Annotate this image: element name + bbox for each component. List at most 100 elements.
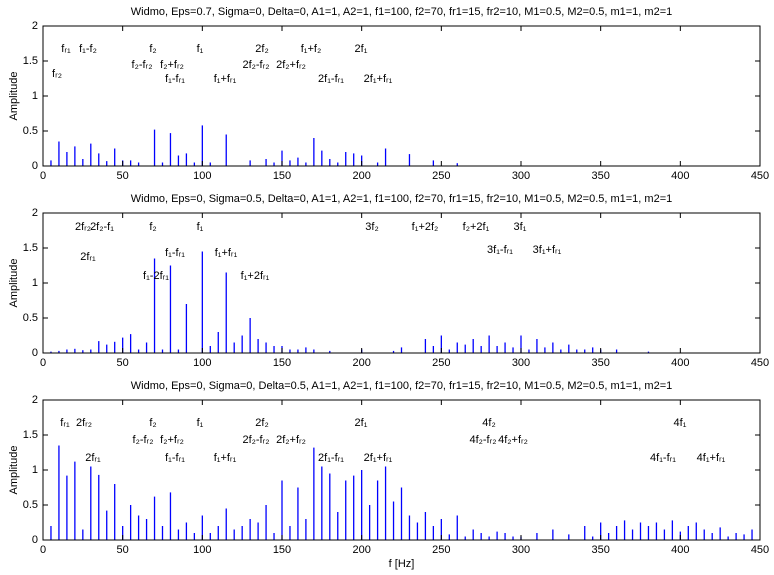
x-tick-label: 150 — [273, 357, 291, 369]
x-tick-label: 0 — [40, 357, 46, 369]
annotation: f₁+fᵣ₁ — [215, 247, 238, 259]
x-tick-label: 200 — [352, 170, 370, 182]
annotation: 4f₁+fᵣ₁ — [697, 452, 726, 464]
annotation: f₁-2fᵣ₁ — [143, 270, 169, 282]
x-tick-label: 150 — [273, 544, 291, 556]
annotation: f₂ — [149, 221, 156, 233]
x-tick-label: 350 — [591, 544, 609, 556]
annotation: 2f₁-fᵣ₁ — [318, 452, 344, 464]
annotation: f₂+fᵣ₂ — [160, 434, 184, 446]
plot-area — [43, 213, 760, 353]
annotation: 2f₁ — [355, 43, 368, 55]
annotation: 2f₂+fᵣ₂ — [276, 434, 306, 446]
x-tick-label: 300 — [512, 357, 530, 369]
annotation: f₁+2fᵣ₁ — [241, 270, 270, 282]
y-tick-label: 2 — [32, 394, 38, 406]
annotation: 2fᵣ₂ — [75, 221, 91, 233]
annotation: 2f₁+fᵣ₁ — [364, 452, 393, 464]
annotation: f₁-f₂ — [79, 43, 97, 55]
x-tick-label: 50 — [117, 544, 129, 556]
annotation: f₂+2f₁ — [463, 221, 490, 233]
y-tick-label: 1 — [32, 464, 38, 476]
annotation: fᵣ₁ — [60, 417, 70, 429]
plot-area — [43, 26, 760, 166]
y-tick-label: 2 — [32, 207, 38, 219]
annotation: f₁-fᵣ₁ — [165, 73, 185, 85]
annotation: f₁+fᵣ₁ — [214, 452, 237, 464]
annotation: 4f₂ — [482, 417, 495, 429]
x-tick-label: 300 — [512, 544, 530, 556]
x-axis-label: f [Hz] — [389, 558, 415, 570]
annotation: f₂-fᵣ₂ — [133, 434, 154, 446]
annotation: f₁-fᵣ₁ — [165, 247, 185, 259]
annotation: 2f₂-f₁ — [90, 221, 114, 233]
y-tick-label: 0.5 — [23, 499, 38, 511]
annotation: 2f₂+fᵣ₂ — [276, 59, 306, 71]
annotation: 2fᵣ₁ — [80, 251, 96, 263]
chart-title: Widmo, Eps=0, Sigma=0.5, Delta=0, A1=1, … — [131, 193, 673, 205]
annotation: f₁ — [197, 417, 204, 429]
y-tick-label: 0 — [32, 160, 38, 172]
annotation: f₁+2f₂ — [412, 221, 439, 233]
x-tick-label: 450 — [751, 170, 769, 182]
x-tick-label: 300 — [512, 170, 530, 182]
y-axis-label: Amplitude — [8, 446, 20, 495]
annotation: 4f₂-fᵣ₂ — [469, 434, 496, 446]
annotation: 3f₁ — [514, 221, 527, 233]
annotation: 2f₂-fᵣ₂ — [242, 59, 269, 71]
annotation: 2f₁+fᵣ₁ — [364, 73, 393, 85]
x-tick-label: 50 — [117, 170, 129, 182]
annotation: 2f₂ — [255, 43, 268, 55]
x-tick-label: 50 — [117, 357, 129, 369]
x-tick-label: 0 — [40, 544, 46, 556]
annotation: fᵣ₂ — [52, 68, 62, 80]
annotation: fᵣ₁ — [61, 43, 71, 55]
x-tick-label: 100 — [193, 170, 211, 182]
x-tick-label: 350 — [591, 170, 609, 182]
x-tick-label: 250 — [432, 357, 450, 369]
y-tick-label: 1.5 — [23, 429, 38, 441]
x-tick-label: 450 — [751, 544, 769, 556]
annotation: f₂ — [149, 43, 156, 55]
annotation: 2fᵣ₂ — [76, 417, 92, 429]
annotation: 2f₂-fᵣ₂ — [242, 434, 269, 446]
annotation: 2f₂ — [255, 417, 268, 429]
annotation: f₂+fᵣ₂ — [160, 59, 184, 71]
chart-title: Widmo, Eps=0, Sigma=0, Delta=0.5, A1=1, … — [131, 380, 673, 392]
y-tick-label: 0.5 — [23, 125, 38, 137]
y-tick-label: 0.5 — [23, 312, 38, 324]
annotation: 4f₁-fᵣ₁ — [650, 452, 676, 464]
x-tick-label: 200 — [352, 357, 370, 369]
annotation: 2f₁-fᵣ₁ — [318, 73, 344, 85]
plot-frame — [42, 25, 761, 167]
x-tick-label: 100 — [193, 357, 211, 369]
annotation: f₁ — [197, 43, 204, 55]
x-tick-label: 400 — [671, 544, 689, 556]
chart-title: Widmo, Eps=0.7, Sigma=0, Delta=0, A1=1, … — [131, 6, 673, 18]
annotation: 3f₁+fᵣ₁ — [533, 244, 562, 256]
annotation: 2fᵣ₁ — [85, 452, 101, 464]
x-tick-label: 350 — [591, 357, 609, 369]
annotation: 4f₁ — [674, 417, 687, 429]
x-tick-label: 250 — [432, 170, 450, 182]
y-tick-label: 1.5 — [23, 242, 38, 254]
annotation: f₂-fᵣ₂ — [132, 59, 153, 71]
y-tick-label: 1 — [32, 277, 38, 289]
y-tick-label: 2 — [32, 20, 38, 32]
y-tick-label: 0 — [32, 347, 38, 359]
annotation: f₁-fᵣ₁ — [165, 452, 185, 464]
annotation: 4f₂+fᵣ₂ — [498, 434, 528, 446]
x-tick-label: 450 — [751, 357, 769, 369]
y-tick-label: 0 — [32, 534, 38, 546]
annotation: f₁ — [197, 221, 204, 233]
annotation: 3f₂ — [365, 221, 378, 233]
x-tick-label: 400 — [671, 357, 689, 369]
y-axis-label: Amplitude — [8, 72, 20, 121]
x-tick-label: 250 — [432, 544, 450, 556]
annotation: f₁+f₂ — [301, 43, 322, 55]
y-tick-label: 1.5 — [23, 55, 38, 67]
annotation: 3f₁-fᵣ₁ — [487, 244, 513, 256]
annotation: 2f₁ — [355, 417, 368, 429]
plot-frame — [42, 212, 761, 354]
